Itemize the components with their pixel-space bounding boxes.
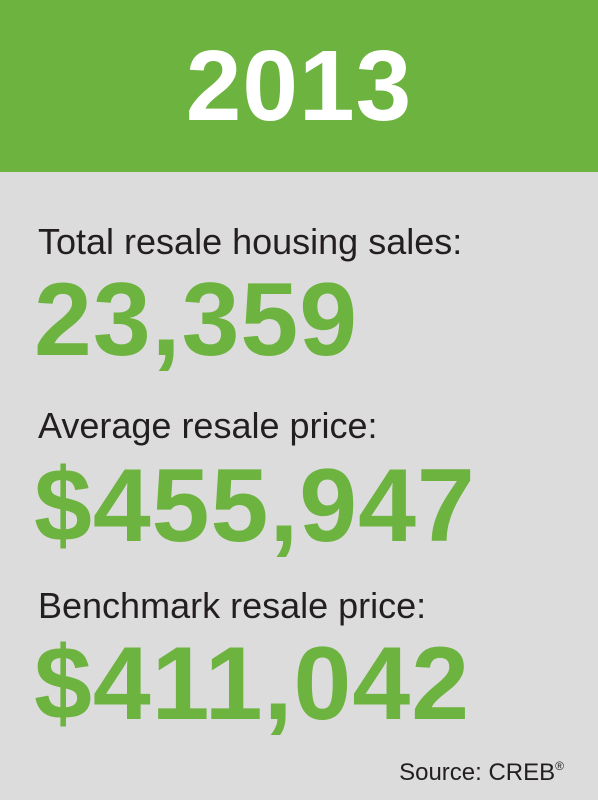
source-text: Source: CREB — [399, 759, 556, 786]
total-sales-label: Total resale housing sales: — [38, 221, 463, 262]
total-sales-value: 23,359 — [34, 262, 359, 378]
year-banner: 2013 — [0, 0, 598, 172]
benchmark-price-label: Benchmark resale price: — [38, 585, 427, 626]
average-price-label: Average resale price: — [38, 405, 378, 446]
registered-mark: ® — [555, 759, 564, 773]
year-title: 2013 — [185, 30, 413, 142]
average-price-value: $455,947 — [34, 448, 476, 564]
benchmark-price-value: $411,042 — [34, 626, 471, 742]
source-credit: Source: CREB® — [399, 752, 564, 787]
